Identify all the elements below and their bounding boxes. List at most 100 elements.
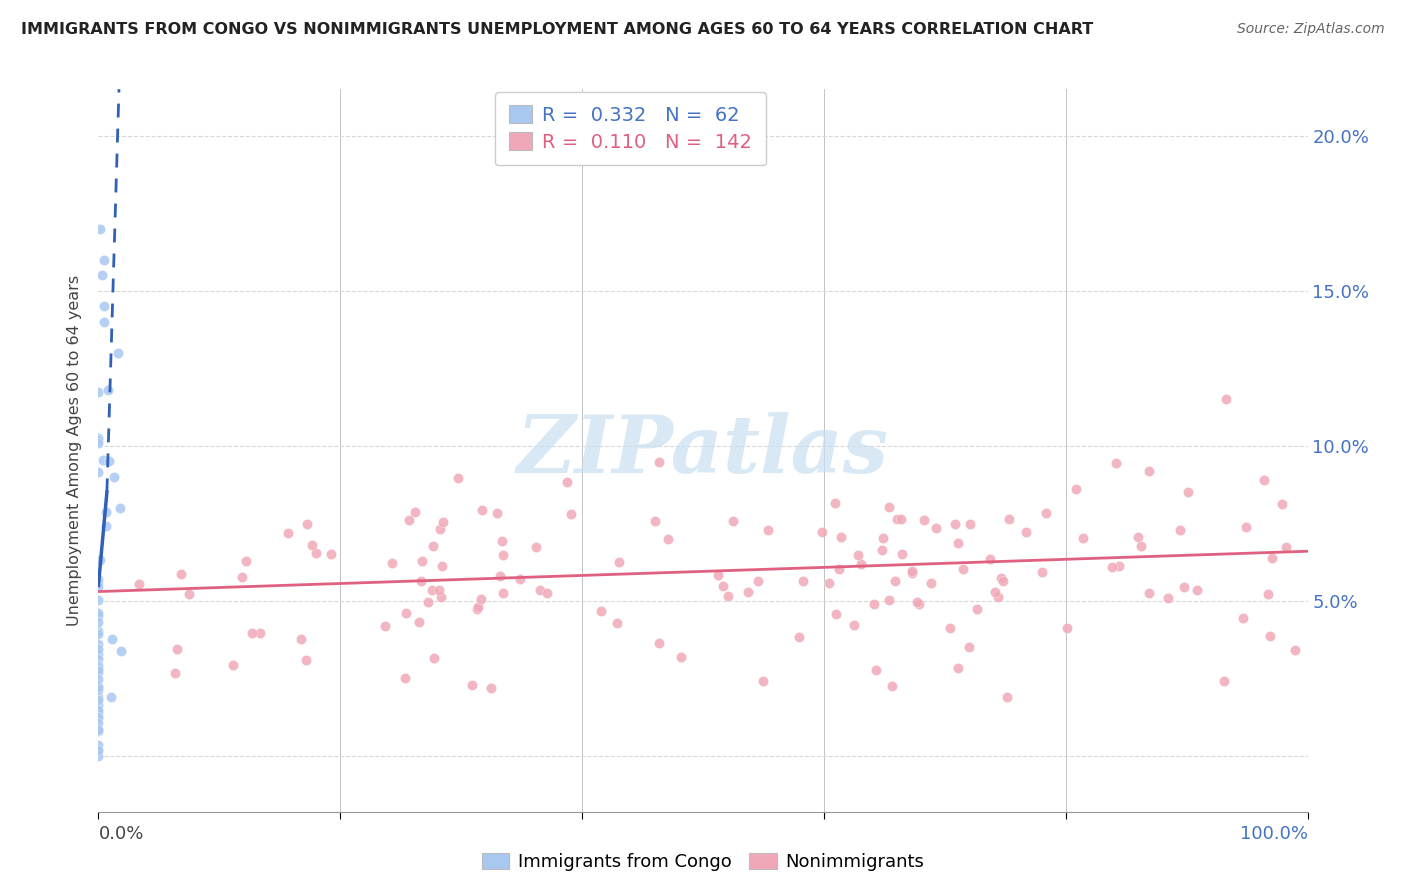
Point bbox=[1232, 611, 1254, 625]
Point bbox=[884, 574, 907, 588]
Point bbox=[290, 632, 312, 646]
Point bbox=[235, 554, 257, 568]
Point bbox=[408, 615, 430, 630]
Point bbox=[509, 573, 531, 587]
Point bbox=[467, 599, 489, 614]
Point bbox=[429, 591, 451, 605]
Point bbox=[824, 607, 846, 621]
Point bbox=[430, 558, 453, 573]
Point bbox=[492, 586, 515, 600]
Point bbox=[1015, 525, 1038, 540]
Point bbox=[1213, 674, 1236, 689]
Point bbox=[295, 653, 318, 667]
Point bbox=[991, 574, 1014, 588]
Point bbox=[87, 706, 110, 720]
Point bbox=[404, 505, 426, 519]
Point bbox=[416, 595, 439, 609]
Point bbox=[984, 585, 1007, 599]
Point bbox=[249, 625, 271, 640]
Point bbox=[89, 221, 111, 235]
Point bbox=[87, 647, 110, 661]
Point bbox=[905, 595, 928, 609]
Point bbox=[87, 724, 110, 739]
Point bbox=[1101, 560, 1123, 574]
Point bbox=[900, 566, 922, 581]
Point bbox=[420, 583, 443, 598]
Point bbox=[529, 582, 551, 597]
Point bbox=[87, 637, 110, 651]
Point bbox=[792, 574, 814, 588]
Point bbox=[865, 664, 887, 678]
Point bbox=[94, 519, 117, 533]
Point bbox=[1108, 559, 1130, 574]
Point bbox=[524, 540, 547, 554]
Point bbox=[91, 452, 114, 467]
Point bbox=[427, 583, 450, 598]
Point bbox=[461, 678, 484, 692]
Y-axis label: Unemployment Among Ages 60 to 64 years: Unemployment Among Ages 60 to 64 years bbox=[67, 275, 83, 626]
Point bbox=[87, 711, 110, 725]
Point bbox=[97, 384, 120, 398]
Point bbox=[952, 562, 974, 576]
Point bbox=[87, 662, 110, 676]
Point bbox=[648, 635, 671, 649]
Point bbox=[644, 514, 666, 528]
Point bbox=[87, 435, 110, 450]
Point bbox=[1173, 580, 1195, 594]
Point bbox=[87, 723, 110, 737]
Point bbox=[946, 536, 969, 550]
Point bbox=[87, 434, 110, 448]
Point bbox=[394, 671, 416, 685]
Point bbox=[107, 345, 129, 359]
Point bbox=[395, 606, 418, 620]
Point bbox=[90, 268, 112, 283]
Point bbox=[465, 601, 488, 615]
Point bbox=[319, 547, 342, 561]
Point bbox=[1170, 523, 1192, 537]
Point bbox=[87, 681, 110, 695]
Point bbox=[721, 514, 744, 528]
Point bbox=[277, 526, 299, 541]
Point bbox=[1284, 642, 1306, 657]
Point bbox=[886, 511, 908, 525]
Point bbox=[231, 570, 253, 584]
Point bbox=[305, 546, 328, 560]
Point bbox=[1258, 629, 1281, 643]
Point bbox=[87, 748, 110, 763]
Point bbox=[1177, 485, 1199, 500]
Point bbox=[87, 698, 110, 712]
Point bbox=[747, 574, 769, 588]
Point bbox=[93, 315, 115, 329]
Point bbox=[177, 587, 200, 601]
Point bbox=[470, 592, 492, 607]
Point bbox=[787, 630, 810, 644]
Point bbox=[87, 660, 110, 674]
Point bbox=[1261, 551, 1284, 566]
Point bbox=[1130, 540, 1153, 554]
Point bbox=[1185, 582, 1208, 597]
Point bbox=[995, 690, 1018, 704]
Point bbox=[872, 532, 894, 546]
Point bbox=[422, 539, 444, 553]
Point bbox=[87, 743, 110, 757]
Point bbox=[737, 584, 759, 599]
Point bbox=[752, 674, 775, 689]
Point bbox=[87, 664, 110, 678]
Point bbox=[479, 681, 502, 695]
Point bbox=[717, 589, 740, 603]
Point bbox=[93, 299, 115, 313]
Point bbox=[560, 507, 582, 521]
Point bbox=[98, 454, 121, 468]
Point bbox=[87, 672, 110, 686]
Point bbox=[170, 567, 193, 582]
Point bbox=[946, 661, 969, 675]
Point bbox=[381, 556, 404, 570]
Point bbox=[87, 642, 110, 657]
Point bbox=[87, 723, 110, 737]
Point bbox=[411, 554, 433, 568]
Point bbox=[818, 576, 841, 591]
Point bbox=[1031, 566, 1053, 580]
Point bbox=[1137, 464, 1160, 478]
Point bbox=[900, 565, 922, 579]
Point bbox=[943, 517, 966, 532]
